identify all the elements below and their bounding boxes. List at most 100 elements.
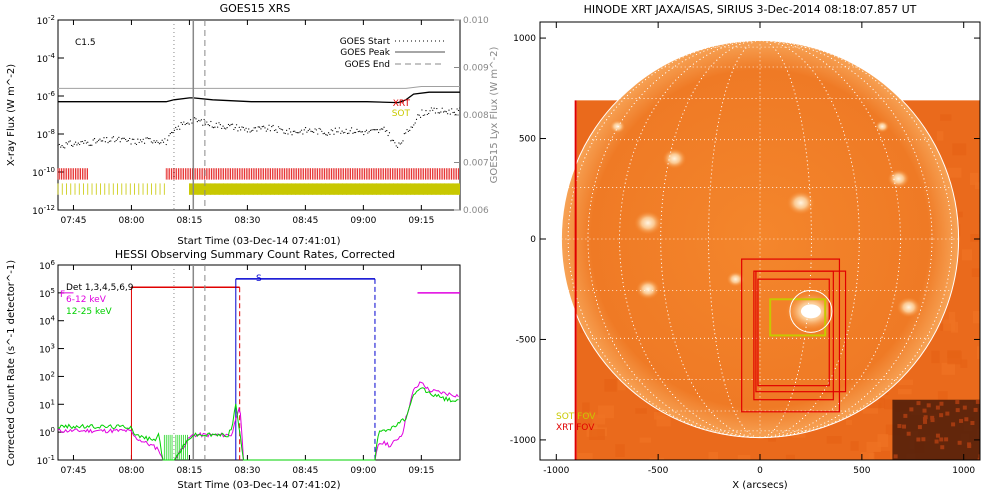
goes-lya-point: [310, 130, 312, 132]
goes-lya-point: [88, 144, 90, 146]
xrt-fov-box: [741, 258, 841, 413]
goes-xtick-label: 09:00: [350, 216, 376, 226]
goes-lya-point: [142, 138, 144, 140]
goes-lya-point: [65, 142, 67, 144]
goes-lya-point: [169, 133, 171, 135]
xrt-solar-limb: [560, 39, 960, 439]
goes-lya-point: [422, 114, 424, 117]
hessi-ytick-label: 101: [39, 398, 55, 411]
goes-lya-point: [81, 140, 83, 143]
xrt-bg-mottle: [850, 441, 859, 451]
xrt-bg-mottle: [845, 419, 852, 425]
goes-lya-point: [364, 130, 366, 133]
goes-lya-point: [444, 110, 446, 112]
xrt-bg-mottle: [969, 172, 979, 185]
goes-lya-point: [280, 128, 282, 130]
goes-lya-point: [242, 126, 244, 129]
goes-lya-point: [83, 142, 85, 144]
hessi-ytick-label: 105: [39, 287, 55, 300]
hessi-title: HESSI Observing Summary Count Rates, Cor…: [115, 248, 395, 261]
xrt-bg-mottle: [708, 452, 719, 460]
goes-lya-point: [418, 114, 420, 116]
goes-lya-point: [99, 138, 101, 140]
goes-lya-point: [325, 134, 327, 136]
goes-lya-point: [457, 109, 460, 112]
goes-lya-point: [279, 127, 281, 130]
goes-lya-point: [434, 112, 437, 114]
goes-lya-point: [419, 116, 422, 118]
goes-lya-point: [399, 143, 401, 145]
goes-lya-point: [406, 129, 408, 131]
goes-lya-point: [211, 126, 213, 128]
goes-lya-point: [177, 125, 180, 127]
goes-lya-point: [411, 126, 414, 128]
goes-lya-point: [359, 130, 361, 132]
goes-lya-point: [421, 109, 423, 111]
xrt-dark-corner-speckle: [930, 418, 935, 423]
xrt-bg-mottle: [961, 249, 973, 261]
xrt-dark-corner-speckle: [970, 421, 975, 426]
xrt-dark-corner-speckle: [939, 413, 944, 418]
xrt-dark-corner-speckle: [909, 407, 914, 412]
goes-lya-point: [403, 133, 405, 135]
xrt-bright-region: [633, 211, 662, 235]
goes-lya-point: [303, 129, 305, 131]
xrt-active-region-core: [800, 304, 821, 319]
xrt-sot-fov-box: [769, 298, 827, 337]
goes-lya-point: [295, 131, 297, 134]
goes-lya-point: [126, 140, 128, 143]
goes-lya-point: [414, 122, 416, 124]
goes-lya-point: [336, 131, 338, 133]
goes-lya-point: [455, 113, 457, 116]
goes-lya-point: [405, 132, 407, 134]
goes-lya-point: [387, 134, 389, 137]
goes-lya-point: [248, 128, 250, 130]
goes-lya-point: [161, 139, 163, 141]
goes-lya-point: [267, 128, 269, 130]
goes-lya-point: [265, 130, 267, 132]
hessi-xtick-label: 09:15: [408, 466, 434, 476]
goes-y2tick-label: 0.007: [463, 159, 489, 169]
goes-lya-point: [250, 130, 253, 132]
goes-lya-point: [171, 131, 173, 134]
goes-lya-point: [219, 124, 221, 126]
goes-lya-point: [459, 107, 461, 109]
goes-lya-point: [304, 127, 307, 129]
xrt-sot-fov-label: SOT FOV: [556, 412, 596, 422]
goes-lya-point: [102, 140, 104, 142]
goes-lya-point: [330, 129, 332, 131]
xrt-bg-mottle: [862, 403, 879, 414]
xrt-bg-mottle: [649, 457, 665, 460]
goes-lya-point: [229, 125, 231, 127]
goes-lya-point: [300, 129, 303, 131]
goes-lya-point: [118, 136, 120, 138]
goes-lya-point: [341, 130, 343, 132]
hessi-ytick-label: 100: [39, 426, 55, 439]
goes-lya-point: [77, 142, 79, 144]
goes-lya-point: [353, 131, 355, 134]
goes-lya-point: [367, 132, 369, 134]
goes-lya-point: [141, 141, 143, 143]
goes-lya-point: [445, 111, 447, 113]
goes-xlabel: Start Time (03-Dec-14 07:41:01): [177, 236, 340, 247]
goes-lya-point: [195, 118, 197, 120]
goes-lya-point: [212, 127, 215, 129]
goes-lya-point: [135, 143, 138, 146]
hessi-xtick-label: 09:00: [350, 466, 376, 476]
goes-lya-point: [249, 131, 251, 133]
goes-lya-point: [355, 131, 357, 134]
goes-lya-point: [407, 130, 409, 132]
goes-lya-point: [122, 137, 124, 139]
goes-lya-point: [315, 129, 318, 131]
goes-lya-point: [338, 127, 340, 129]
xrt-ytick-label: -500: [516, 335, 537, 345]
xrt-dark-corner-speckle: [902, 424, 907, 429]
goes-lya-point: [162, 141, 165, 143]
xrt-fov-box: [757, 278, 830, 387]
goes-lya-point: [194, 117, 196, 119]
goes-lya-point: [152, 142, 154, 144]
hessi-legend-12-25: 12-25 keV: [66, 307, 112, 317]
xrt-dark-corner-speckle: [903, 413, 908, 418]
goes-lya-point: [114, 141, 116, 143]
goes-lya-point: [165, 143, 167, 146]
